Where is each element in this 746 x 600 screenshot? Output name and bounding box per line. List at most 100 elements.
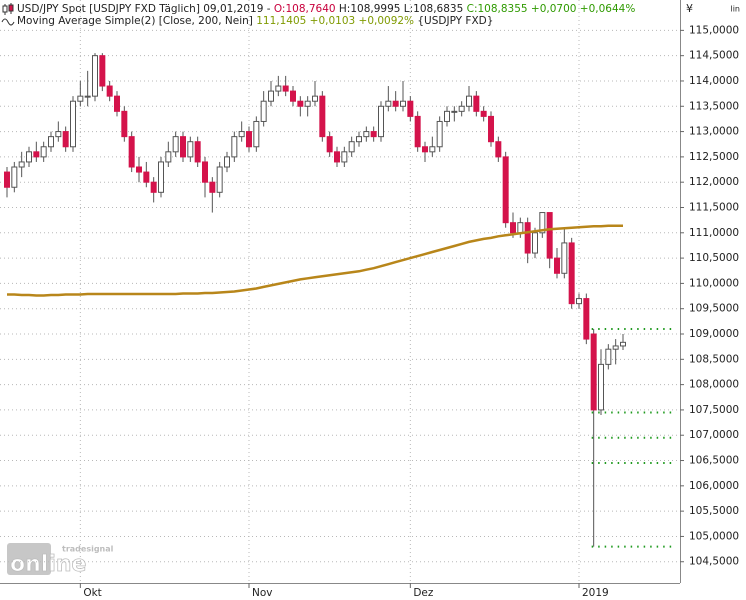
y-tick-label: 109,5000 — [689, 303, 739, 315]
candle-body — [106, 85, 113, 97]
candle-body — [297, 100, 304, 107]
candle-body — [583, 298, 590, 340]
candle-body — [561, 242, 568, 274]
candle-body — [290, 90, 296, 102]
candle-body — [282, 85, 289, 92]
candle-body — [216, 166, 223, 193]
candle-body — [275, 85, 282, 92]
candle-body — [532, 232, 538, 254]
candle-body — [150, 181, 157, 193]
candle-body — [246, 131, 252, 148]
candle-body — [194, 141, 201, 163]
x-tick-label: Dez — [413, 587, 434, 599]
candle-body — [598, 363, 604, 411]
candle-body — [620, 341, 626, 347]
y-tick-label: 109,0000 — [689, 328, 739, 340]
currency-label: ¥ — [686, 2, 693, 15]
candle-body — [128, 136, 135, 168]
candle-body — [480, 110, 487, 117]
y-tick-label: 111,5000 — [689, 201, 739, 213]
candle-body — [319, 95, 326, 138]
y-tick-label: 113,0000 — [689, 126, 739, 138]
candle-body — [576, 298, 582, 305]
y-tick-label: 110,0000 — [689, 277, 739, 289]
candle-body — [99, 55, 106, 87]
candle-body — [341, 151, 348, 163]
logo-big: online — [10, 552, 86, 577]
candle-body — [26, 151, 32, 163]
candle-body — [84, 95, 91, 98]
header-part: 111,1405 +0,0103 +0,0092% — [256, 15, 414, 27]
candle-body — [165, 151, 172, 163]
candle-body — [502, 156, 509, 224]
y-tick-label: 115,0000 — [689, 24, 739, 36]
candle-body — [11, 166, 18, 188]
candle-body — [546, 212, 553, 259]
header-part: USD/JPY Spot [USDJPY FXD Täglich] 09,01,… — [17, 3, 274, 15]
candle-body — [77, 95, 84, 102]
y-tick-label: 114,0000 — [689, 75, 739, 87]
candle-body — [356, 136, 362, 143]
candle-body — [473, 95, 480, 112]
candle-body — [539, 212, 546, 234]
candle-body — [334, 151, 340, 163]
header-line: Moving Average Simple(2) [Close, 200, Ne… — [17, 15, 493, 27]
y-tick-label: 104,5000 — [689, 556, 739, 568]
y-tick-label: 106,0000 — [689, 480, 739, 492]
candle-body — [590, 333, 597, 411]
candle-body — [33, 151, 40, 158]
logo-small: tradesignal — [62, 545, 114, 554]
header-line: USD/JPY Spot [USDJPY FXD Täglich] 09,01,… — [17, 3, 635, 15]
candle-body — [62, 131, 69, 148]
header-part: Moving Average Simple(2) [Close, 200, Ne… — [17, 15, 256, 27]
moving-average-line — [7, 224, 623, 297]
candle-body — [326, 136, 333, 153]
candle-body — [370, 131, 377, 138]
candle-body — [568, 242, 575, 305]
candle-body — [348, 141, 355, 153]
candle-body — [202, 161, 208, 183]
candle-body — [158, 161, 164, 193]
candle-body — [554, 257, 560, 274]
candle-body — [136, 166, 142, 173]
scale-label: lin — [730, 5, 740, 14]
candle-body — [143, 171, 150, 183]
header-part: O:108,7640 — [274, 3, 336, 15]
candle-body — [495, 141, 502, 158]
candle-body — [385, 100, 392, 107]
candle-body — [40, 146, 47, 158]
candle-body — [253, 120, 260, 148]
header-part: C:108,8355 +0,0700 +0,0644% — [467, 3, 636, 15]
candle-body — [238, 131, 245, 138]
y-tick-label: 112,5000 — [689, 151, 739, 163]
candle-body — [209, 181, 216, 193]
x-tick-label: Okt — [83, 587, 101, 599]
y-tick-label: 107,5000 — [689, 404, 739, 416]
candle-body — [422, 146, 428, 153]
candle-body — [114, 95, 120, 112]
candle-body — [466, 95, 472, 107]
candle-body — [458, 105, 465, 112]
candle-body — [180, 136, 186, 158]
candle-body — [378, 105, 384, 138]
candle-body — [451, 110, 458, 113]
candle-body — [48, 136, 54, 148]
y-tick-label: 111,0000 — [689, 227, 739, 239]
candle-body — [4, 171, 10, 188]
y-tick-label: 105,5000 — [689, 505, 739, 517]
y-tick-label: 105,0000 — [689, 530, 739, 542]
header-part: {USDJPY FXD} — [414, 15, 493, 27]
candle-body — [510, 222, 516, 234]
candle-body — [488, 115, 494, 143]
candle-body — [70, 100, 76, 148]
candle-body — [363, 131, 370, 138]
candle-body — [436, 120, 443, 148]
y-tick-label: 106,5000 — [689, 455, 739, 467]
y-tick-label: 108,5000 — [689, 353, 739, 365]
x-tick-label: Nov — [252, 587, 273, 599]
y-tick-label: 114,5000 — [689, 50, 739, 62]
candle-body — [92, 55, 98, 97]
candle-body — [612, 345, 619, 350]
candle-body — [18, 161, 25, 168]
